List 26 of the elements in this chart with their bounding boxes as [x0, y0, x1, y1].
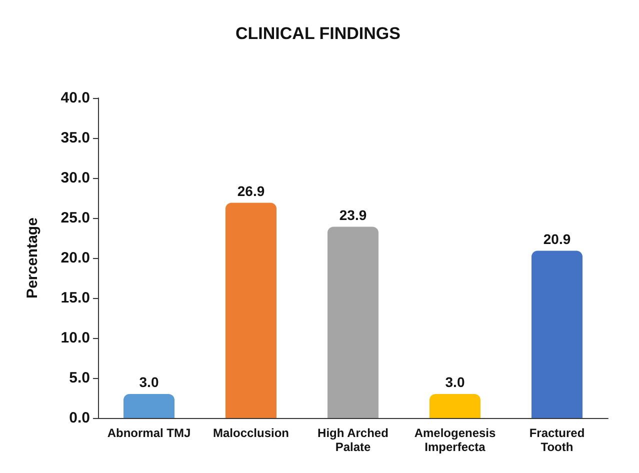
x-tick-label: High Arched Palate	[318, 426, 388, 454]
data-label: 20.9	[543, 230, 571, 247]
y-tick-label: 35.0	[60, 130, 90, 146]
y-tick-label: 0.0	[69, 410, 90, 426]
bar	[226, 202, 276, 418]
y-tick-label: 40.0	[60, 90, 90, 106]
y-tick-label: 5.0	[69, 370, 90, 386]
data-label: 23.9	[339, 206, 367, 223]
bar	[430, 394, 480, 418]
data-label: 26.9	[237, 182, 265, 199]
x-tick-label: Malocclusion	[212, 426, 290, 440]
bar	[532, 250, 582, 418]
bar	[328, 226, 378, 418]
data-label: 3.0	[445, 374, 465, 390]
y-tick-label: 15.0	[60, 290, 90, 306]
y-tick-label: 20.0	[60, 250, 90, 266]
x-tick-label: Abnormal TMJ	[107, 426, 191, 440]
data-label: 3.0	[139, 374, 159, 390]
y-tick-label: 30.0	[60, 170, 90, 186]
y-tick-label: 10.0	[60, 330, 90, 346]
x-tick-label: Fractured Tooth	[529, 426, 585, 454]
y-tick-label: 25.0	[60, 210, 90, 226]
y-axis-title: Percentage	[24, 218, 41, 298]
x-tick-label: Amelogenesis Imperfecta	[414, 426, 496, 454]
bar	[124, 394, 174, 418]
chart-title: CLINICAL FINDINGS	[236, 24, 400, 43]
